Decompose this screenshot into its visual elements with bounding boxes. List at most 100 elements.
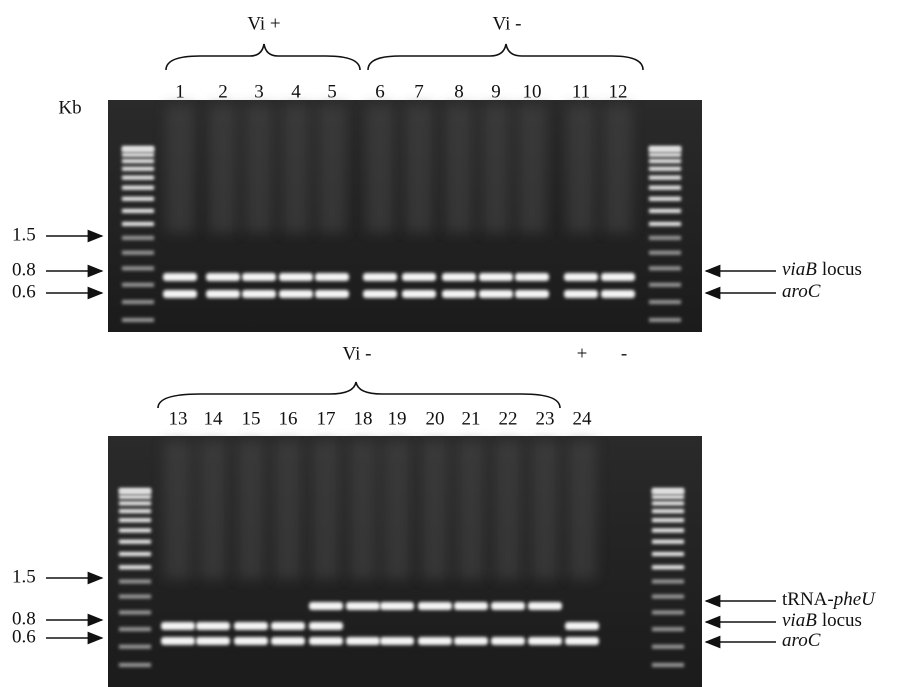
ladder-band <box>119 540 151 544</box>
lane-number: 19 <box>388 408 407 429</box>
lane-number: 7 <box>414 81 424 102</box>
band-label: aroC <box>782 281 821 302</box>
band <box>402 273 436 281</box>
band <box>309 637 343 645</box>
band <box>346 637 380 645</box>
band <box>279 290 313 298</box>
bracket <box>166 44 360 70</box>
label-part: aroC <box>782 281 821 302</box>
lane-number: 15 <box>242 408 261 429</box>
group-label: Vi - <box>343 343 372 364</box>
ladder-band <box>652 565 684 569</box>
band <box>309 602 343 610</box>
ladder-band <box>119 645 151 649</box>
band <box>418 637 452 645</box>
band <box>528 602 562 610</box>
ladder-band <box>122 300 154 304</box>
band <box>279 273 313 281</box>
lane-smear <box>318 105 346 233</box>
ladder-band <box>652 552 684 556</box>
ladder-band <box>122 176 154 180</box>
band <box>271 637 305 645</box>
band <box>601 273 635 281</box>
band-label: viaBlocus <box>782 610 862 631</box>
ladder-band <box>649 167 681 171</box>
band-label: tRNA-pheU <box>782 589 876 610</box>
lane-smear <box>166 105 194 233</box>
ladder-band <box>652 528 684 532</box>
band-label: viaBlocus <box>782 259 862 280</box>
lane-smear <box>531 441 559 579</box>
ladder-band <box>652 595 684 599</box>
ladder-band <box>652 579 684 583</box>
lane-smear <box>199 441 227 579</box>
group-label: Vi - <box>493 13 522 34</box>
ladder-band <box>649 209 681 213</box>
band <box>564 273 598 281</box>
group-label: Vi + <box>247 13 280 34</box>
band <box>402 290 436 298</box>
band <box>271 622 305 630</box>
group-label: + <box>577 343 588 364</box>
ladder-band <box>652 509 684 513</box>
ladder-band <box>649 283 681 287</box>
lane-number: 17 <box>317 408 336 429</box>
lane-smear <box>494 441 522 579</box>
lane-number: 24 <box>573 408 593 429</box>
size-marker: 0.6 <box>12 281 36 302</box>
ladder-band <box>119 663 151 667</box>
band <box>196 637 230 645</box>
ladder-band <box>119 518 151 522</box>
ladder-band <box>119 552 151 556</box>
ladder-band <box>649 153 681 157</box>
lane-number: 14 <box>204 408 224 429</box>
band <box>491 637 525 645</box>
band <box>515 290 549 298</box>
label-part: tRNA- <box>782 589 834 610</box>
lane-number: 23 <box>536 408 555 429</box>
lane-smear <box>405 105 433 233</box>
band <box>442 290 476 298</box>
lane-smear <box>604 105 632 233</box>
ladder-band <box>119 490 151 494</box>
bracket <box>368 44 643 70</box>
lane-number: 16 <box>279 408 298 429</box>
lane-number: 18 <box>354 408 373 429</box>
band <box>454 637 488 645</box>
band <box>315 290 349 298</box>
band <box>454 602 488 610</box>
band-label: aroC <box>782 630 821 651</box>
lane-smear <box>445 105 473 233</box>
group-label: - <box>621 343 627 364</box>
ladder-band <box>119 627 151 631</box>
band <box>196 622 230 630</box>
band <box>163 290 197 298</box>
unit-label: Kb <box>58 97 81 118</box>
label-part: locus <box>822 610 862 631</box>
lane-number: 9 <box>491 81 501 102</box>
lane-number: 10 <box>523 81 542 102</box>
lane-smear <box>383 441 411 579</box>
ladder-band <box>122 186 154 190</box>
lane-number: 1 <box>175 81 185 102</box>
lane-smear <box>457 441 485 579</box>
lane-number: 6 <box>375 81 385 102</box>
band <box>206 290 240 298</box>
lane-smear <box>245 105 273 233</box>
ladder-band <box>122 266 154 270</box>
band <box>479 273 513 281</box>
ladder-band <box>649 266 681 270</box>
ladder-band <box>119 595 151 599</box>
ladder-band <box>649 236 681 240</box>
ladder-band <box>122 251 154 255</box>
band <box>161 637 195 645</box>
ladder-band <box>652 627 684 631</box>
lane-number: 13 <box>169 408 188 429</box>
ladder-band <box>652 645 684 649</box>
lane-number: 22 <box>499 408 518 429</box>
band <box>564 290 598 298</box>
lane-smear <box>274 441 302 579</box>
lane-number: 8 <box>454 81 464 102</box>
lane-number: 21 <box>462 408 481 429</box>
lane-number: 4 <box>291 81 301 102</box>
